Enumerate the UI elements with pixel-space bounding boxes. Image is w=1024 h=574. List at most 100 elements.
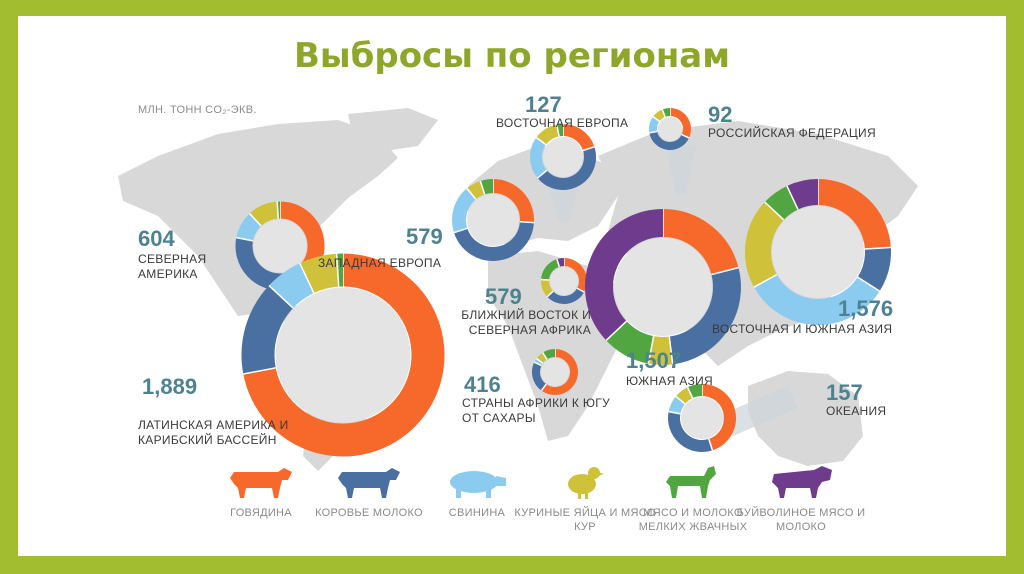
slice-separator xyxy=(546,290,554,298)
label-western-europe: ЗАПАДНАЯ ЕВРОПА xyxy=(318,256,442,270)
slice-separator xyxy=(519,220,534,224)
legend-label-small-ruminants: МЯСО И МОЛОКО МЕЛКИХ ЖВАЧНЫХ xyxy=(638,507,748,533)
cow-icon xyxy=(230,468,292,498)
slice-separator xyxy=(556,124,560,137)
donut-slice xyxy=(668,267,741,365)
donut-slice xyxy=(687,383,703,399)
donut-slice xyxy=(536,352,548,364)
legend-item-small-ruminants: МЯСО И МОЛОКО МЕЛКИХ ЖВАЧНЫХ xyxy=(618,464,768,534)
slice-separator xyxy=(711,266,739,276)
world-map-chart xyxy=(118,107,918,471)
donut-slice xyxy=(556,258,565,267)
value-western-europe: 579 xyxy=(406,224,443,249)
label-russia: РОССИЙСКАЯ ФЕДЕРАЦИЯ xyxy=(708,126,876,140)
donut-slice xyxy=(454,221,534,261)
value-eastern-europe: 127 xyxy=(525,92,562,117)
donut-we xyxy=(452,178,534,261)
slice-separator xyxy=(537,169,548,179)
slice-separator xyxy=(605,320,628,341)
label-eastern-europe: ВОСТОЧНАЯ ЕВРОПА xyxy=(496,116,629,130)
donut-hole xyxy=(543,137,583,177)
pig-icon xyxy=(450,471,506,498)
donut-hole xyxy=(253,219,307,273)
slice-separator xyxy=(864,246,891,250)
donut-slice xyxy=(492,179,534,223)
donut-hole xyxy=(275,287,411,423)
funnel-oceania xyxy=(718,386,798,436)
donut-slice xyxy=(537,146,596,190)
legend-item-dairy: КОРОВЬЕ МОЛОКО xyxy=(294,464,444,520)
donut-charts xyxy=(235,107,891,457)
slice-separator xyxy=(533,361,542,367)
donut-slice xyxy=(236,213,262,242)
donut-slice xyxy=(668,396,686,415)
donut-slice xyxy=(764,185,799,221)
donut-oc xyxy=(668,383,736,452)
donut-slice xyxy=(662,209,739,276)
label-latin-america: ЛАТИНСКАЯ АМЕРИКА И КАРИБСКИЙ БАССЕЙН xyxy=(138,418,289,447)
value-north-america: 604 xyxy=(138,226,175,251)
donut-hole xyxy=(681,397,723,439)
buffalo-icon xyxy=(772,466,832,498)
donut-slice xyxy=(857,247,891,292)
slice-separator xyxy=(540,278,550,281)
slice-separator xyxy=(668,336,674,365)
donut-slice xyxy=(563,258,587,293)
donut-slice xyxy=(606,320,655,364)
donut-slice xyxy=(675,387,693,405)
donut-slice xyxy=(466,181,485,200)
slice-separator xyxy=(857,276,881,292)
donut-slice xyxy=(662,107,671,117)
slice-separator xyxy=(542,352,548,360)
donut-slice xyxy=(562,124,595,151)
slice-separator xyxy=(248,213,262,227)
slice-separator xyxy=(649,130,658,134)
slice-separator xyxy=(299,262,315,294)
slice-separator xyxy=(647,335,655,364)
donut-slice xyxy=(541,259,560,281)
legend-label-beef: ГОВЯДИНА xyxy=(230,507,292,519)
slice-separator xyxy=(708,438,714,451)
slice-separator xyxy=(556,258,561,267)
donut-slice xyxy=(701,384,736,451)
donut-slice xyxy=(241,285,294,375)
donut-slice xyxy=(669,108,691,138)
slice-separator xyxy=(686,386,694,399)
slice-separator xyxy=(661,109,666,118)
slice-separator xyxy=(236,236,254,242)
slice-separator xyxy=(764,201,785,221)
legend-label-buffalo: БУЙВОЛИНОЕ МЯСО И МОЛОКО xyxy=(736,507,866,533)
label-south-asia: ЮЖНАЯ АЗИЯ xyxy=(626,374,714,388)
slice-separator xyxy=(276,201,280,219)
funnel-russia xyxy=(666,146,696,194)
donut-slice xyxy=(299,253,340,294)
slice-separator xyxy=(268,284,294,309)
legend-label-dairy: КОРОВЬЕ МОЛОКО xyxy=(315,507,423,519)
slice-separator xyxy=(753,273,778,288)
slice-separator xyxy=(479,180,486,195)
dairy-cow-icon xyxy=(338,468,400,498)
donut-slice xyxy=(530,137,548,179)
donut-ssa xyxy=(532,349,578,395)
donut-me xyxy=(540,258,587,304)
units-label: МЛН. ТОНН CO₂-ЭКВ. xyxy=(138,104,257,116)
value-east-south-asia: 1,576 xyxy=(838,296,894,321)
chicken-icon xyxy=(568,467,604,499)
donut-slice xyxy=(745,202,785,288)
slice-separator xyxy=(675,395,686,405)
value-sub-saharan-africa: 416 xyxy=(464,372,501,397)
donut-ee xyxy=(530,124,596,190)
value-oceania: 157 xyxy=(826,380,863,405)
page-title: Выбросы по регионам xyxy=(293,36,731,76)
donut-sa xyxy=(585,209,741,365)
legend-label-chicken: КУРИНЫЕ ЯЙЦА И МЯСО КУР xyxy=(514,507,656,533)
label-middle-east: БЛИЖНИЙ ВОСТОК И СЕВЕРНАЯ АФРИКА xyxy=(461,308,591,337)
donut-slice xyxy=(532,362,547,391)
donut-la xyxy=(241,253,445,457)
donut-slice xyxy=(649,116,660,133)
slice-separator xyxy=(582,146,595,152)
slice-separator xyxy=(668,410,681,415)
slice-separator xyxy=(681,133,690,139)
goat-icon xyxy=(666,466,716,498)
slide: Выбросы по регионам МЛН. ТОНН CO₂-ЭКВ. 6… xyxy=(18,16,1006,556)
